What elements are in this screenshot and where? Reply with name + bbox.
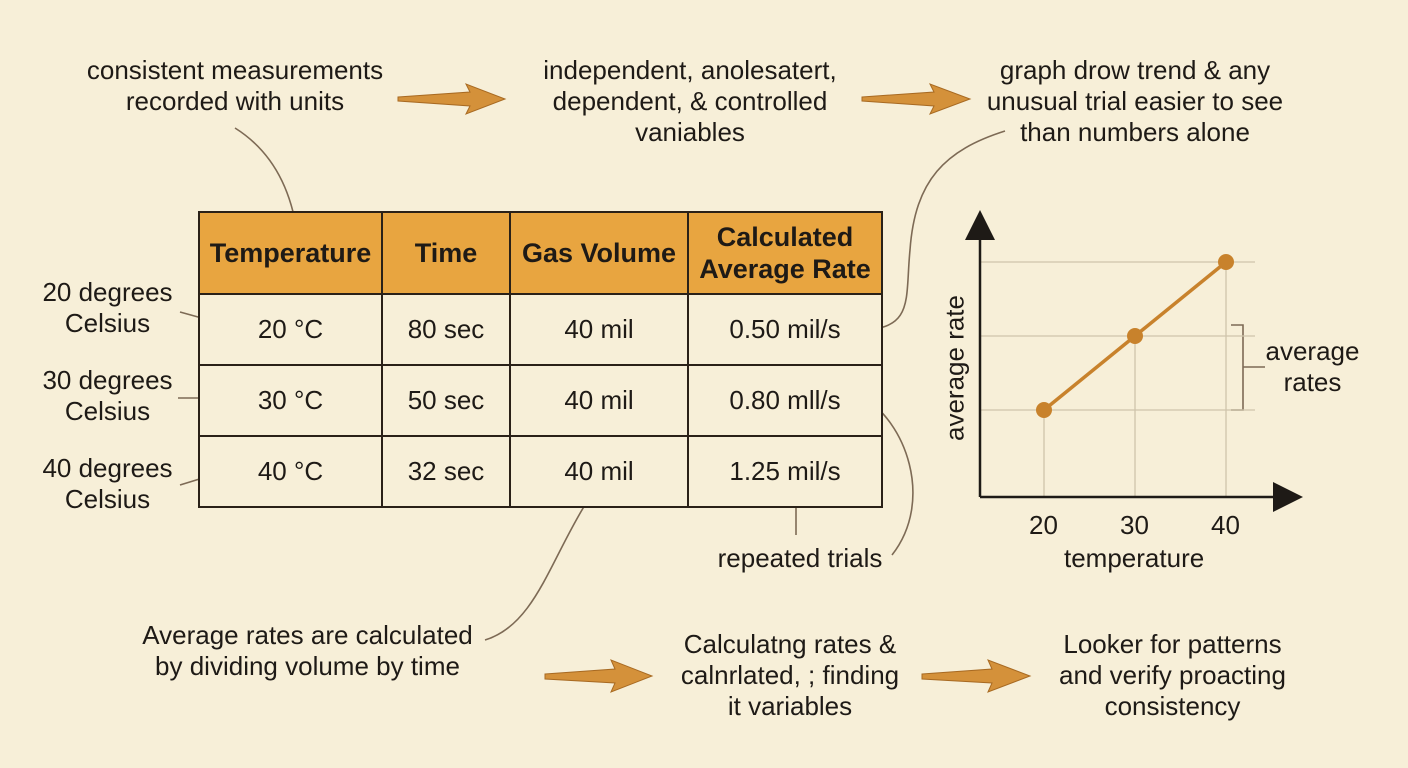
table-header-row: Temperature Time Gas Volume Calculated Av… [198, 211, 883, 295]
data-point [1127, 328, 1143, 344]
y-axis-label: average rate [939, 295, 970, 441]
x-tick-20: 20 [1029, 510, 1058, 540]
note-average-rates: average rates [1265, 336, 1360, 397]
leader-bottom-left [484, 499, 589, 641]
cell-time: 50 sec [381, 364, 511, 437]
note-average-rates-calculated: Average rates are calculated by dividing … [142, 620, 473, 681]
cell-time: 80 sec [381, 293, 511, 366]
cell-gas-volume: 40 mil [509, 293, 689, 366]
table-row: 20 °C 80 sec 40 mil 0.50 mil/s [198, 293, 883, 366]
cell-temperature: 30 °C [198, 364, 383, 437]
label-20-degrees: 20 degrees Celsius [42, 277, 173, 338]
bracket-average-rates [1231, 324, 1265, 411]
note-graph-trend: graph drow trend & any unusual trial easi… [986, 55, 1284, 147]
data-point [1036, 402, 1052, 418]
cell-rate: 1.25 mil/s [687, 435, 883, 508]
cell-time: 32 sec [381, 435, 511, 508]
header-temperature: Temperature [198, 211, 383, 295]
data-point [1218, 254, 1234, 270]
flow-arrow-bottom-1 [544, 659, 654, 693]
note-variables: independent, anolesatert, dependent, & co… [543, 55, 837, 147]
note-calculating-rates: Calculatng rates & calnrlated, ; finding i… [680, 629, 900, 721]
table-row: 40 °C 32 sec 40 mil 1.25 mil/s [198, 435, 883, 508]
note-look-for-patterns: Looker for patterns and verify proacting c… [1059, 629, 1286, 721]
label-40-degrees: 40 degrees Celsius [42, 453, 173, 514]
header-average-rate: Calculated Average Rate [687, 211, 883, 295]
leader-graph [857, 130, 1006, 331]
flow-arrow-top-1 [397, 83, 507, 115]
table-row: 30 °C 50 sec 40 mil 0.80 mll/s [198, 364, 883, 437]
x-tick-30: 30 [1120, 510, 1149, 540]
note-repeated-trials: repeated trials [717, 543, 883, 573]
x-tick-40: 40 [1211, 510, 1240, 540]
x-axis-label: temperature [1064, 543, 1205, 573]
flow-arrow-bottom-2 [921, 659, 1032, 693]
cell-gas-volume: 40 mil [509, 435, 689, 508]
line-chart [965, 210, 1303, 512]
cell-rate: 0.50 mil/s [687, 293, 883, 366]
data-table: Temperature Time Gas Volume Calculated Av… [198, 211, 883, 508]
header-gas-volume: Gas Volume [509, 211, 689, 295]
note-consistent-measurements: consistent measurements recorded with uni… [86, 55, 384, 116]
flow-arrow-top-2 [861, 83, 972, 115]
cell-rate: 0.80 mll/s [687, 364, 883, 437]
cell-temperature: 20 °C [198, 293, 383, 366]
header-time: Time [381, 211, 511, 295]
cell-temperature: 40 °C [198, 435, 383, 508]
label-30-degrees: 30 degrees Celsius [42, 365, 173, 426]
cell-gas-volume: 40 mil [509, 364, 689, 437]
